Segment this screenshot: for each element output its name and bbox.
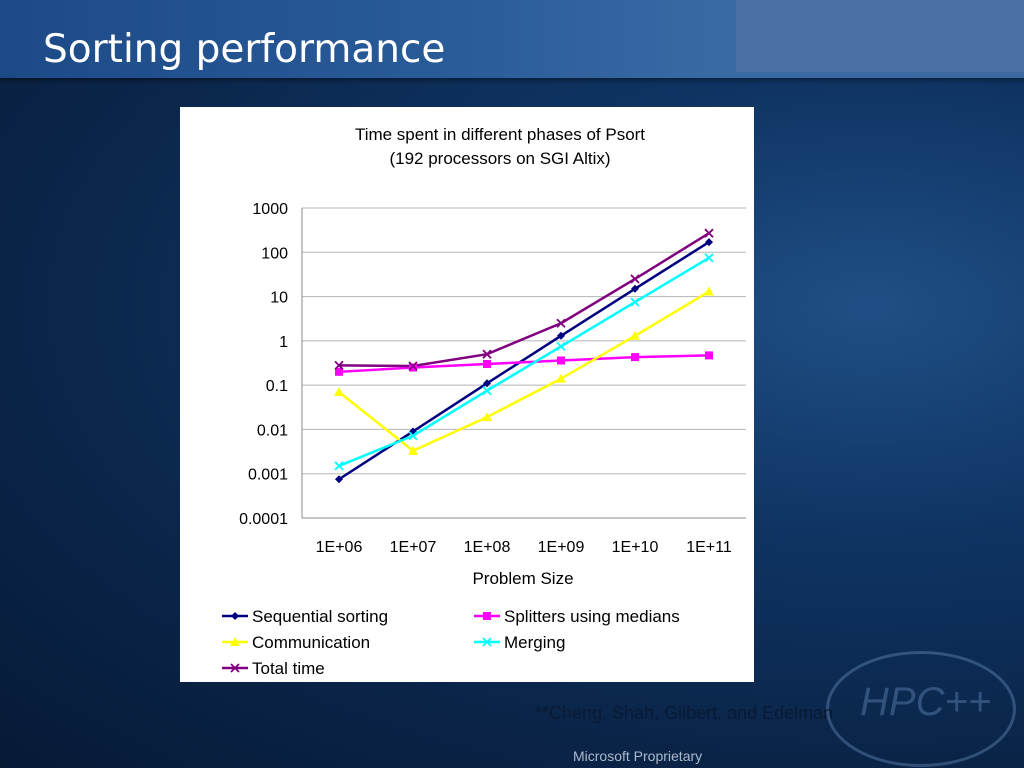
data-point-square <box>705 351 713 360</box>
data-point-x <box>630 297 640 307</box>
title-bar-shadow <box>0 78 1024 84</box>
title-bar-panel <box>736 0 1024 72</box>
data-point-x <box>556 341 566 352</box>
y-tick-label: 100 <box>261 245 288 262</box>
data-point-diamond <box>705 238 713 247</box>
y-tick-label: 1 <box>279 334 288 351</box>
y-tick-label: 0.1 <box>266 378 288 395</box>
data-point-x <box>556 318 566 328</box>
y-tick-label: 10 <box>270 290 288 307</box>
hpc-logo-text: HPC++ <box>860 680 992 724</box>
data-point-triangle <box>704 286 714 296</box>
x-tick-label: 1E+08 <box>464 539 511 556</box>
series-line <box>338 354 710 374</box>
hpc-logo-watermark <box>826 651 1016 767</box>
legend: Sequential sorting Splitters using median… <box>222 607 680 678</box>
data-point-diamond <box>483 379 491 388</box>
data-point-x <box>704 253 714 263</box>
series-lines <box>338 232 710 481</box>
data-point-square <box>557 356 565 365</box>
chart-title: Time spent in different phases of Psort <box>355 125 645 144</box>
data-point-x <box>408 431 418 441</box>
data-point-square <box>483 612 491 620</box>
data-point-x <box>482 349 492 359</box>
data-point-triangle <box>408 445 418 455</box>
x-tick-label: 1E+06 <box>316 539 363 556</box>
data-point-diamond <box>231 612 239 620</box>
chart-subtitle: (192 processors on SGI Altix) <box>389 149 610 168</box>
data-point-x <box>334 461 344 471</box>
data-point-diamond <box>557 331 565 340</box>
legend-label: Sequential sorting <box>252 607 388 626</box>
series-line <box>338 290 710 453</box>
y-tick-label: 0.01 <box>257 422 288 439</box>
x-tick-label: 1E+11 <box>686 539 732 556</box>
data-point-x <box>230 663 240 673</box>
data-point-x <box>408 361 418 371</box>
data-point-triangle <box>230 637 240 646</box>
data-point-triangle <box>334 387 344 397</box>
series-line <box>338 232 710 368</box>
data-point-x <box>482 386 492 396</box>
series-line <box>338 256 710 468</box>
data-point-square <box>631 353 639 362</box>
data-point-x <box>630 274 640 284</box>
data-point-triangle <box>482 412 492 422</box>
y-tick-label: 0.001 <box>248 467 288 484</box>
data-point-x <box>704 228 714 238</box>
gridlines <box>301 207 746 519</box>
y-tick-label: 1000 <box>252 201 288 218</box>
y-axis-ticks: 1000 100 10 1 0.1 0.01 0.001 0.0001 <box>239 201 288 528</box>
slide-title: Sorting performance <box>43 27 446 72</box>
data-point-triangle <box>630 330 640 340</box>
legend-label: Total time <box>252 659 325 678</box>
data-point-square <box>483 360 491 369</box>
series-markers <box>334 228 714 484</box>
data-point-square <box>409 363 417 372</box>
footer: Microsoft Proprietary <box>573 748 703 764</box>
data-point-triangle <box>556 373 566 383</box>
data-point-diamond <box>335 475 343 484</box>
legend-label: Communication <box>252 633 370 652</box>
y-tick-label: 0.0001 <box>239 511 288 528</box>
x-axis-label: Problem Size <box>472 569 573 588</box>
data-point-x <box>482 637 492 647</box>
chart-panel: Time spent in different phases of Psort … <box>180 107 754 682</box>
data-point-x <box>334 360 344 370</box>
line-chart: Time spent in different phases of Psort … <box>222 125 746 678</box>
x-tick-label: 1E+07 <box>390 539 437 556</box>
citation: **Cheng, Shah, Gilbert, and Edelman <box>535 703 834 723</box>
legend-label: Merging <box>504 633 565 652</box>
x-tick-label: 1E+09 <box>538 539 585 556</box>
legend-label: Splitters using medians <box>504 607 680 626</box>
data-point-diamond <box>631 284 639 293</box>
data-point-square <box>335 367 343 376</box>
x-axis-ticks: 1E+06 1E+07 1E+08 1E+09 1E+10 1E+11 <box>316 539 732 556</box>
x-tick-label: 1E+10 <box>612 539 659 556</box>
